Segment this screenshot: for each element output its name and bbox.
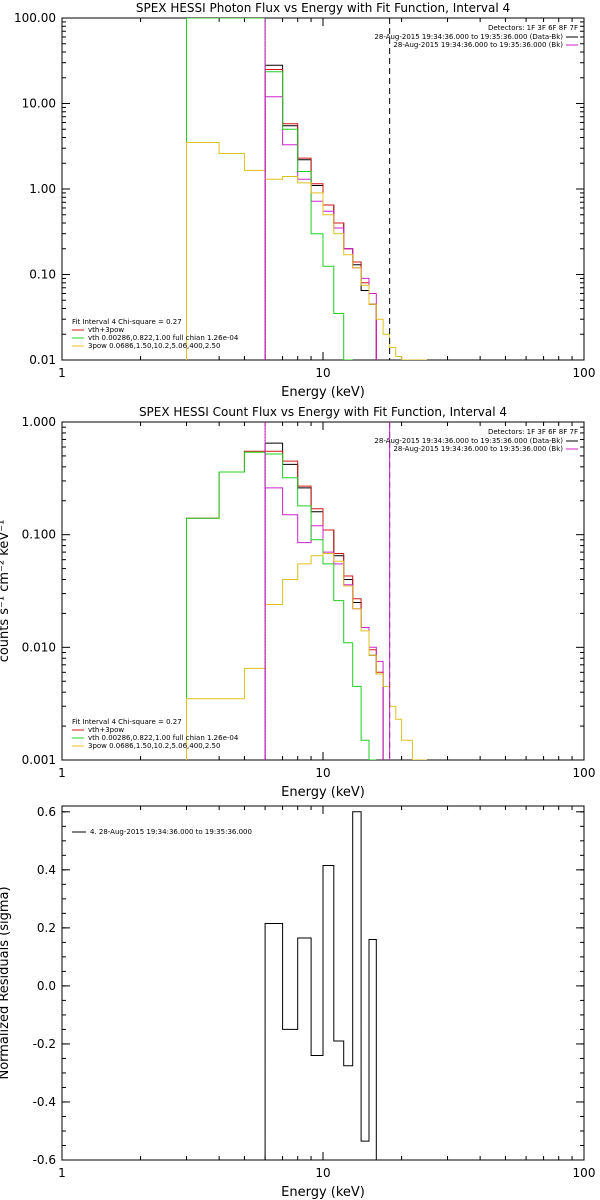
y-tick-label: -0.2 (33, 1037, 56, 1051)
x-tick-label: 100 (573, 766, 596, 780)
chart-title: SPEX HESSI Photon Flux vs Energy with Fi… (136, 1, 510, 15)
fit-legend-entry: vth+3pow (88, 726, 124, 734)
fit-legend-header: Fit Interval 4 Chi-square = 0.27 (72, 718, 182, 726)
y-tick-label: 1.000 (22, 415, 56, 429)
y-tick-label: 100.00 (14, 11, 56, 25)
x-tick-label: 10 (315, 766, 330, 780)
series-3pow (186, 142, 427, 360)
count-flux-panel: SPEX HESSI Count Flux vs Energy with Fit… (0, 405, 595, 800)
series-vth-3pow (186, 450, 384, 760)
y-tick-label: -0.4 (33, 1095, 56, 1109)
plot-area (186, 422, 427, 760)
y-tick-label: 0.010 (22, 640, 56, 654)
legend-entry: 28-Aug-2015 19:34:36.000 to 19:35:36.000… (393, 445, 563, 453)
x-tick-label: 1 (58, 366, 66, 380)
x-axis-label: Energy (keV) (281, 385, 365, 400)
legend-header: Detectors: 1F 3F 6F 8F 7F (488, 428, 578, 436)
photon-flux-panel: SPEX HESSI Photon Flux vs Energy with Fi… (14, 1, 595, 400)
y-tick-label: -0.6 (33, 1153, 56, 1167)
y-tick-label: 0.6 (37, 805, 56, 819)
legend-entry: 28-Aug-2015 19:34:36.000 to 19:35:36.000… (374, 33, 563, 41)
series-bk (264, 487, 384, 760)
x-axis-label: Energy (keV) (281, 1185, 365, 1200)
residual-steps (264, 811, 377, 1160)
series-vth (186, 18, 353, 360)
y-tick-label: 0.0 (37, 979, 56, 993)
fit-legend-entry: vth 0.00286,0.822,1.00 full chian 1.26e-… (88, 334, 239, 342)
series-3pow (186, 553, 427, 760)
series-data-bk (264, 64, 377, 360)
legend-header: Detectors: 1F 3F 6F 8F 7F (488, 24, 578, 32)
y-tick-label: 0.100 (22, 528, 56, 542)
x-tick-label: 100 (573, 1166, 596, 1180)
x-tick-label: 1 (58, 766, 66, 780)
plot-frame (61, 421, 585, 761)
x-tick-label: 10 (315, 366, 330, 380)
legend-entry: 28-Aug-2015 19:34:36.000 to 19:35:36.000… (374, 437, 563, 445)
y-tick-label: 0.2 (37, 921, 56, 935)
y-tick-label: 0.10 (29, 268, 56, 282)
fit-legend-entry: 3pow 0.0686,1.50,10.2,5.06,400,2.50 (88, 342, 220, 350)
fit-legend-header: Fit Interval 4 Chi-square = 0.27 (72, 318, 182, 326)
fit-legend-entry: vth+3pow (88, 326, 124, 334)
plot-area (264, 811, 377, 1160)
y-axis-label: Normalized Residuals (sigma) (0, 886, 12, 1079)
plot-area (186, 18, 427, 360)
y-tick-label: 0.01 (29, 353, 56, 367)
y-tick-label: 0.4 (37, 863, 56, 877)
y-tick-label: 1.00 (29, 182, 56, 196)
x-tick-label: 100 (573, 366, 596, 380)
y-axis-label: counts s⁻¹ cm⁻² keV⁻¹ (0, 520, 12, 663)
legend-entry: 28-Aug-2015 19:34:36.000 to 19:35:36.000… (393, 41, 563, 49)
residuals-panel: 1 10 100 Energy (keV) -0.6 -0.4 -0.2 0.0 0.2 0.4 0… (0, 805, 595, 1200)
series-bk (264, 96, 377, 360)
chart-title: SPEX HESSI Count Flux vs Energy with Fit… (139, 405, 507, 419)
x-axis-label: Energy (keV) (281, 785, 365, 800)
series-vth-3pow (264, 69, 377, 360)
residual-legend-entry: 4. 28-Aug-2015 19:34:36.000 to 19:35:36.… (90, 828, 252, 836)
y-tick-label: 0.001 (22, 753, 56, 767)
y-tick-label: 10.00 (22, 97, 56, 111)
series-vth (186, 451, 377, 760)
fit-legend-entry: vth 0.00286,0.822,1.00 full chian 1.26e-… (88, 734, 239, 742)
x-tick-label: 10 (315, 1166, 330, 1180)
fit-legend-entry: 3pow 0.0686,1.50,10.2,5.06,400,2.50 (88, 742, 220, 750)
x-tick-label: 1 (58, 1166, 66, 1180)
